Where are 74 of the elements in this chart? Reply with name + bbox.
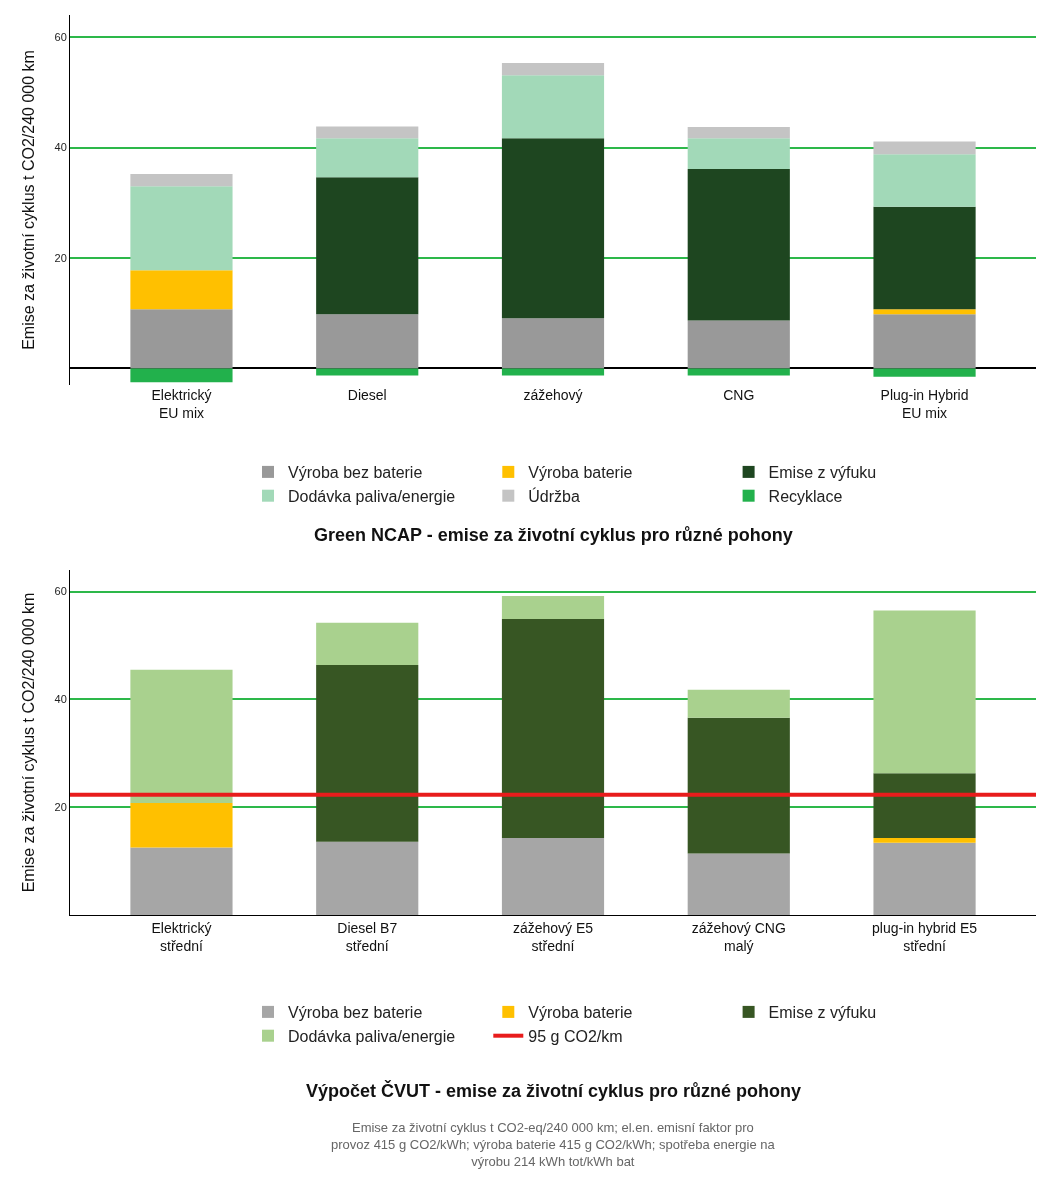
bar [687, 689, 790, 718]
bar [501, 595, 605, 620]
bar [316, 314, 419, 369]
bar [873, 309, 976, 315]
bar [316, 177, 419, 315]
bar [316, 138, 419, 178]
y-tick-label: 20 [54, 801, 67, 814]
legend-label: 95 g CO2/km [528, 1027, 623, 1045]
bar [316, 622, 419, 665]
x-tick-label: Plug-in Hybrid EU mix [880, 387, 969, 422]
bar [501, 63, 605, 76]
text: Emise za životní cyklus t CO2-eq/240 000 km; el.en. emisní faktor pro provoz 415 g CO2/kWh; výroba baterie 415 g CO2/kWh; spotřeba energie na výrobu 214 kWh tot/kWh bat [331, 1120, 776, 1169]
bar [316, 841, 419, 915]
x-tick-label: CNG [723, 387, 755, 403]
bar [130, 309, 233, 369]
text: Green NCAP - emise za životní cyklus pro různé pohony [314, 525, 793, 545]
x-tick-label: Elektrický EU mix [151, 387, 212, 422]
bar [687, 853, 790, 915]
bar [130, 186, 233, 271]
bar [687, 127, 790, 139]
y-tick-label: 40 [54, 693, 67, 706]
x-tick-label: plug-in hybrid E5 střední [872, 919, 978, 954]
bar [130, 174, 233, 187]
bar [873, 154, 976, 207]
legend-label: Emise z výfuku [768, 1004, 877, 1022]
bar [316, 126, 419, 139]
bar [130, 847, 233, 915]
bar [501, 138, 605, 319]
legend-label: Emise z výfuku [768, 464, 877, 482]
y-tick-label: 20 [54, 251, 67, 264]
bar [873, 314, 976, 369]
x-tick-label: zážehový [523, 387, 583, 403]
legend-label: Výroba baterie [528, 464, 633, 482]
bar [130, 270, 233, 310]
bar [687, 320, 790, 369]
bar [501, 837, 605, 915]
bar [501, 318, 605, 369]
text: Výpočet ČVUT - emise za životní cyklus pro různé pohony [306, 1080, 802, 1101]
bar [687, 717, 790, 854]
bar [873, 773, 976, 838]
bar [687, 138, 790, 170]
bar [501, 368, 605, 376]
x-tick-label: zážehový E5 střední [512, 919, 594, 954]
legend-label: Výroba baterie [528, 1004, 633, 1022]
bar [130, 802, 233, 848]
legend-label: Dodávka paliva/energie [288, 1027, 456, 1045]
y-tick-label: 60 [54, 585, 67, 598]
bar [130, 368, 233, 383]
legend-label: Výroba bez baterie [288, 1004, 423, 1022]
legend-label: Dodávka paliva/energie [288, 487, 456, 505]
bar [687, 368, 790, 376]
y-tick-label: 40 [54, 141, 67, 154]
x-tick-label: Diesel B7 střední [337, 919, 398, 954]
bar [873, 837, 976, 843]
bar [501, 75, 605, 139]
y-axis-title: Emise za životní cyklus t CO2/240 000 km [20, 50, 38, 350]
x-tick-label: zážehový CNG malý [691, 919, 786, 954]
bar [316, 368, 419, 376]
y-tick-label: 60 [54, 30, 67, 43]
legend-label: Recyklace [768, 487, 843, 505]
y-axis-title: Emise za životní cyklus t CO2/240 000 km [20, 592, 38, 893]
bar [687, 169, 790, 321]
bar [873, 610, 976, 774]
legend-label: Výroba bez baterie [288, 464, 423, 482]
x-tick-label: Elektrický střední [151, 919, 212, 954]
bar [873, 368, 976, 377]
bar [316, 664, 419, 842]
bar [130, 669, 233, 803]
legend-label: Údržba [528, 486, 580, 505]
bar [873, 206, 976, 310]
bar [873, 141, 976, 155]
bar [501, 619, 605, 838]
bar [873, 842, 976, 915]
x-tick-label: Diesel [347, 387, 387, 403]
